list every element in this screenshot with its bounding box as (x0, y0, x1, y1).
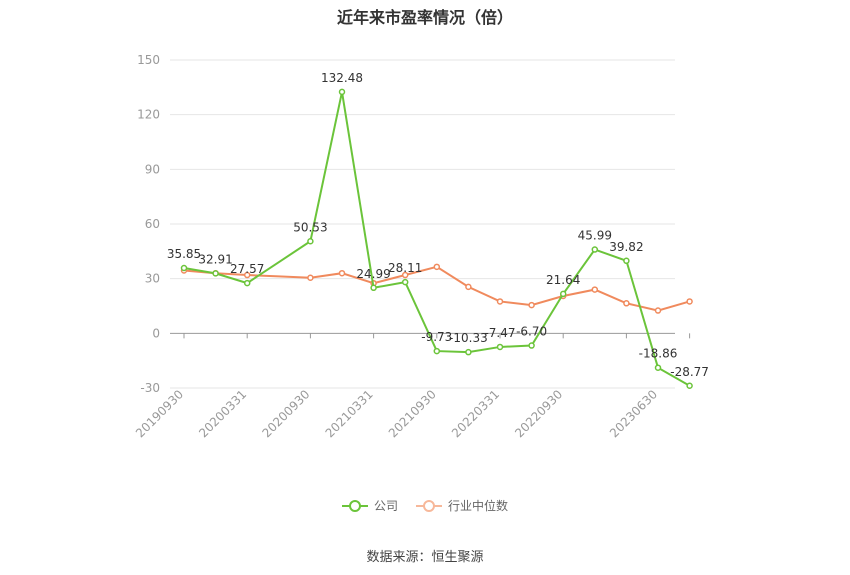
data-label: -9.73 (421, 330, 452, 344)
data-point-0 (370, 284, 377, 292)
data-point-0 (559, 290, 567, 298)
x-tick-label: 20220331 (449, 387, 502, 440)
legend-item-industry[interactable]: 行业中位数 (416, 497, 508, 514)
data-label: 45.99 (578, 229, 612, 243)
data-point-0 (243, 279, 251, 287)
data-point-0 (496, 343, 504, 351)
data-point-1 (338, 269, 346, 277)
y-tick-label: 120 (137, 108, 160, 122)
data-label: 32.91 (198, 252, 232, 266)
data-label: 24.99 (356, 267, 390, 281)
x-tick-label: 20190930 (133, 387, 186, 440)
data-label: 28.11 (388, 261, 422, 275)
data-label: 21.64 (546, 273, 580, 287)
x-tick-label: 20200930 (259, 387, 312, 440)
data-label: 132.48 (321, 71, 363, 85)
data-point-1 (496, 298, 504, 305)
data-point-0 (591, 246, 599, 253)
data-point-1 (401, 271, 409, 279)
data-label: -28.77 (670, 365, 709, 379)
data-point-1 (686, 298, 693, 305)
x-tick-label: 20210930 (386, 387, 439, 440)
data-label: 35.85 (167, 247, 201, 261)
data-point-1 (465, 283, 472, 291)
legend: 公司 行业中位数 (0, 497, 850, 514)
data-point-0 (528, 342, 535, 349)
data-point-1 (243, 271, 251, 279)
data-point-0 (433, 347, 441, 355)
data-source: 数据来源：恒生聚源 (366, 550, 484, 565)
legend-item-company[interactable]: 公司 (341, 497, 398, 514)
x-tick-label: 20200331 (196, 387, 249, 440)
y-tick-label: -30 (140, 381, 160, 395)
data-point-0 (338, 88, 346, 96)
data-point-1 (307, 274, 314, 282)
data-point-1 (528, 301, 535, 309)
data-label: 39.82 (609, 240, 643, 254)
y-tick-label: 90 (145, 162, 160, 176)
data-label: -10.33 (449, 331, 488, 345)
y-tick-label: 150 (137, 53, 160, 67)
data-label: -18.86 (639, 347, 678, 361)
data-point-0 (465, 348, 472, 356)
y-tick-label: 0 (152, 326, 160, 340)
data-label: -7.47 (484, 326, 515, 340)
data-point-0 (180, 264, 188, 272)
data-point-0 (654, 364, 662, 371)
data-label: 50.53 (293, 220, 327, 234)
data-point-0 (307, 238, 314, 245)
legend-industry-icon (416, 499, 442, 512)
data-label: -6.70 (516, 325, 547, 339)
legend-industry-label: 行业中位数 (448, 499, 509, 513)
data-label: 27.57 (230, 262, 264, 276)
x-tick-label: 20210331 (323, 387, 376, 440)
x-tick-label: 20230630 (607, 387, 660, 440)
chart-title: 近年来市盈率情况（倍） (336, 8, 513, 27)
data-point-0 (212, 270, 219, 277)
data-point-0 (686, 382, 693, 390)
data-point-1 (591, 286, 599, 293)
y-tick-label: 30 (145, 272, 160, 286)
x-tick-label: 20220930 (512, 387, 565, 440)
y-tick-label: 60 (145, 217, 160, 231)
data-point-0 (401, 278, 409, 286)
data-point-1 (433, 263, 441, 271)
legend-company-icon (341, 499, 368, 512)
data-point-1 (654, 307, 662, 314)
data-point-0 (623, 257, 630, 265)
legend-company-label: 公司 (373, 499, 398, 513)
data-point-1 (623, 300, 630, 307)
